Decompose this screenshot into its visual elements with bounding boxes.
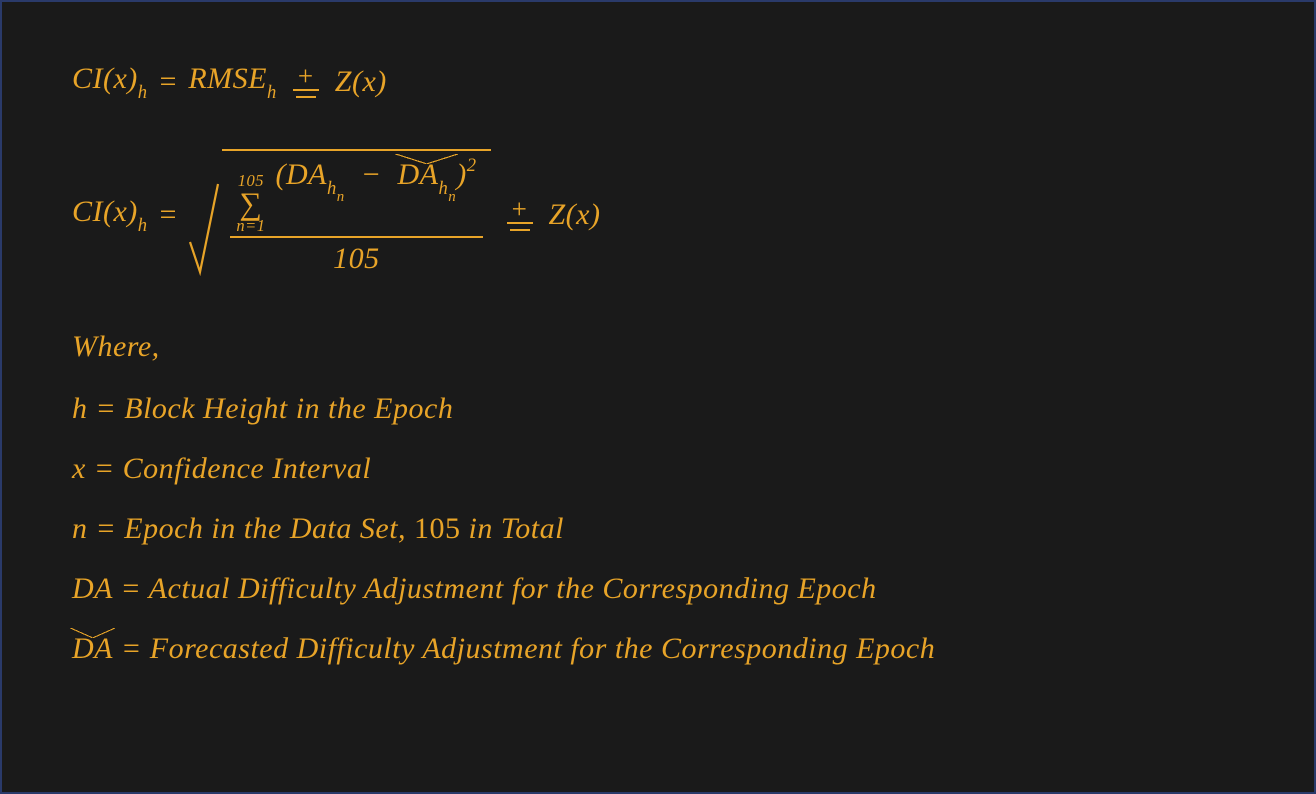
equals-sign: = — [158, 65, 179, 99]
eq1-z-term: Z(x) — [335, 65, 387, 99]
def-n-text-a: Epoch in the Data Set, — [124, 512, 406, 545]
summation: 105 ∑ n=1 — [236, 173, 265, 234]
fraction-rule — [230, 236, 482, 238]
def-da-text: Actual Difficulty Adjustment for the Cor… — [149, 572, 877, 605]
equals-sign: = — [120, 572, 141, 605]
def-n-text-b: in Total — [469, 512, 564, 545]
actual-sub: hn — [327, 178, 345, 199]
formula-panel: CI(x)h = RMSEh + Z(x) CI(x)h = — [0, 0, 1316, 794]
where-label: Where, — [72, 330, 1244, 364]
def-h: h = Block Height in the Epoch — [72, 392, 1244, 426]
def-n-count: 105 — [414, 512, 461, 545]
def-h-symbol: h — [72, 392, 88, 425]
fraction-denominator: 105 — [327, 242, 386, 276]
def-da-hat-symbol: DA — [72, 632, 113, 666]
actual-base: DA — [286, 158, 327, 191]
equals-sign: = — [158, 198, 179, 232]
def-x-text: Confidence Interval — [123, 452, 372, 485]
eq2-lhs-sub: h — [138, 215, 148, 236]
plus-minus-icon: + — [507, 202, 533, 231]
forecast-sub: hn — [438, 178, 456, 199]
exponent: 2 — [467, 155, 477, 176]
eq1-lhs-base: CI(x) — [72, 62, 138, 95]
eq2-lhs-base: CI(x) — [72, 195, 138, 228]
square-root: 105 ∑ n=1 (DAhn − DAhn)2 105 — [188, 149, 490, 280]
fraction-numerator: 105 ∑ n=1 (DAhn − DAhn)2 — [230, 157, 482, 232]
def-da-hat: DA = Forecasted Difficulty Adjustment fo… — [72, 632, 1244, 666]
def-n: n = Epoch in the Data Set, 105 in Total — [72, 512, 1244, 546]
eq1-lhs-sub: h — [138, 82, 148, 103]
def-da: DA = Actual Difficulty Adjustment for th… — [72, 572, 1244, 606]
plus-minus-icon: + — [293, 69, 319, 98]
sum-lower: n=1 — [236, 218, 265, 235]
radical-icon — [188, 149, 222, 280]
eq1-rmse: RMSEh — [188, 62, 276, 101]
sigma-icon: ∑ — [239, 190, 262, 218]
equals-sign: = — [96, 512, 117, 545]
def-da-hat-text: Forecasted Difficulty Adjustment for the… — [150, 632, 935, 665]
actual-term: DAhn — [286, 158, 345, 191]
eq1-rmse-base: RMSE — [188, 62, 267, 95]
def-n-symbol: n — [72, 512, 88, 545]
forecast-term: DAhn — [397, 158, 456, 201]
equals-sign: = — [94, 452, 115, 485]
eq1-lhs: CI(x)h — [72, 62, 148, 101]
forecast-base: DA — [397, 158, 438, 191]
equals-sign: = — [121, 632, 142, 665]
def-x-symbol: x — [72, 452, 86, 485]
fraction: 105 ∑ n=1 (DAhn − DAhn)2 105 — [230, 157, 482, 276]
definitions: h = Block Height in the Epoch x = Confid… — [72, 392, 1244, 666]
eq2-z-term: Z(x) — [549, 198, 601, 232]
def-da-symbol: DA — [72, 572, 112, 605]
eq1-rmse-sub: h — [267, 82, 277, 103]
def-x: x = Confidence Interval — [72, 452, 1244, 486]
eq2-lhs: CI(x)h — [72, 195, 148, 234]
equation-1: CI(x)h = RMSEh + Z(x) — [72, 62, 1244, 101]
radicand: 105 ∑ n=1 (DAhn − DAhn)2 105 — [222, 149, 490, 280]
equals-sign: = — [96, 392, 117, 425]
equation-2: CI(x)h = 105 ∑ n=1 (DAhn — [72, 149, 1244, 280]
def-h-text: Block Height in the Epoch — [124, 392, 453, 425]
